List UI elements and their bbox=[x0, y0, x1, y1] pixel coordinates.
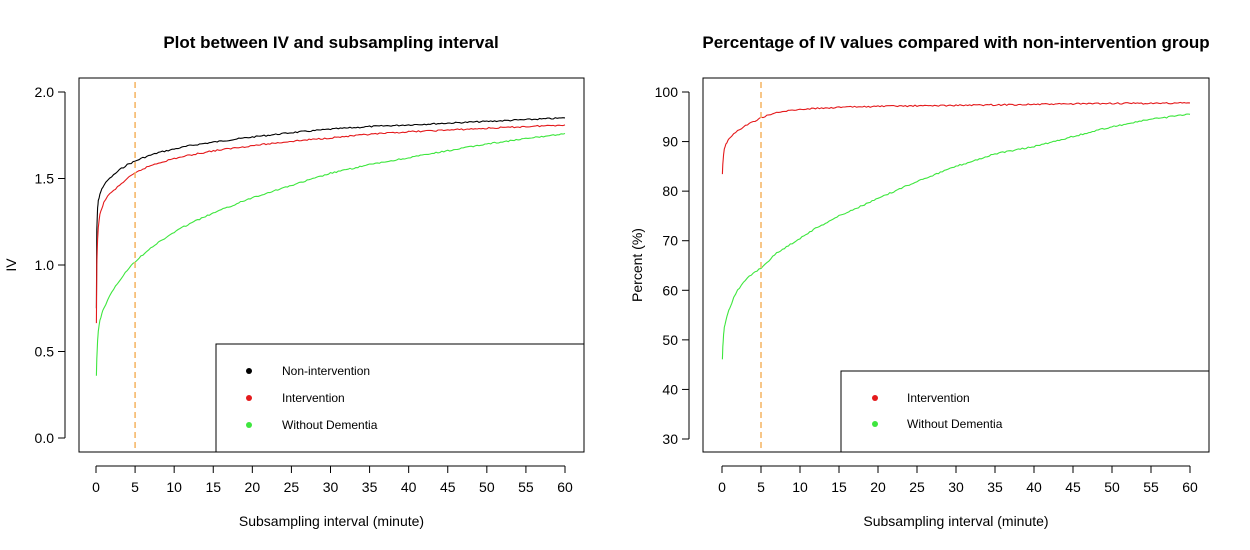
iv-chart: Plot between IV and subsampling interval… bbox=[3, 33, 585, 529]
y-tick-label: 50 bbox=[662, 332, 678, 348]
x-tick-label: 20 bbox=[245, 479, 261, 495]
percentage-chart: Percentage of IV values compared with no… bbox=[629, 33, 1210, 529]
legend-marker-without-dementia bbox=[246, 422, 252, 428]
x-tick-label: 35 bbox=[362, 479, 378, 495]
x-tick-label: 55 bbox=[1143, 479, 1159, 495]
x-tick-label: 55 bbox=[518, 479, 534, 495]
x-tick-label: 25 bbox=[284, 479, 300, 495]
legend-marker-non-intervention bbox=[246, 368, 252, 374]
legend-box bbox=[215, 343, 585, 453]
series-line-non-intervention bbox=[95, 117, 566, 309]
x-tick-label: 30 bbox=[323, 479, 339, 495]
x-tick-label: 0 bbox=[92, 479, 100, 495]
y-tick-label: 100 bbox=[655, 84, 679, 100]
x-tick-label: 0 bbox=[718, 479, 726, 495]
legend-label-without-dementia: Without Dementia bbox=[282, 418, 378, 432]
series-line-intervention bbox=[95, 124, 566, 324]
x-tick-label: 20 bbox=[870, 479, 886, 495]
x-tick-label: 45 bbox=[1065, 479, 1081, 495]
legend-marker-without-dementia bbox=[872, 421, 878, 427]
x-tick-label: 35 bbox=[987, 479, 1003, 495]
x-tick-label: 45 bbox=[440, 479, 456, 495]
x-tick-label: 25 bbox=[909, 479, 925, 495]
x-tick-label: 40 bbox=[1026, 479, 1042, 495]
y-axis-label: Percent (%) bbox=[629, 228, 645, 302]
x-tick-label: 60 bbox=[1182, 479, 1198, 495]
y-tick-label: 1.5 bbox=[35, 171, 55, 187]
legend-label-non-intervention: Non-intervention bbox=[282, 364, 370, 378]
y-tick-label: 30 bbox=[662, 431, 678, 447]
x-tick-label: 30 bbox=[948, 479, 964, 495]
x-tick-label: 5 bbox=[131, 479, 139, 495]
x-tick-label: 15 bbox=[205, 479, 221, 495]
x-tick-label: 60 bbox=[557, 479, 573, 495]
x-tick-label: 50 bbox=[479, 479, 495, 495]
series-line-without-dementia bbox=[721, 113, 1191, 360]
x-tick-label: 15 bbox=[831, 479, 847, 495]
y-tick-label: 0.0 bbox=[35, 430, 55, 446]
x-axis-label: Subsampling interval (minute) bbox=[863, 513, 1048, 529]
y-axis-label: IV bbox=[3, 258, 19, 272]
series-line-without-dementia bbox=[95, 132, 566, 376]
x-tick-label: 40 bbox=[401, 479, 417, 495]
x-tick-label: 5 bbox=[757, 479, 765, 495]
y-tick-label: 0.5 bbox=[35, 344, 55, 360]
y-tick-label: 80 bbox=[662, 183, 678, 199]
chart-title: Plot between IV and subsampling interval bbox=[163, 33, 498, 52]
legend-label-without-dementia: Without Dementia bbox=[907, 417, 1003, 431]
y-tick-label: 2.0 bbox=[35, 84, 55, 100]
legend-label-intervention: Intervention bbox=[282, 391, 345, 405]
x-axis-label: Subsampling interval (minute) bbox=[239, 513, 424, 529]
legend-box bbox=[840, 370, 1210, 453]
y-tick-label: 1.0 bbox=[35, 257, 55, 273]
x-tick-label: 10 bbox=[166, 479, 182, 495]
series-line-intervention bbox=[721, 101, 1191, 175]
y-tick-label: 60 bbox=[662, 282, 678, 298]
y-tick-label: 40 bbox=[662, 381, 678, 397]
legend-marker-intervention bbox=[872, 395, 878, 401]
y-tick-label: 90 bbox=[662, 134, 678, 150]
legend-marker-intervention bbox=[246, 395, 252, 401]
y-tick-label: 70 bbox=[662, 233, 678, 249]
chart-title: Percentage of IV values compared with no… bbox=[702, 33, 1209, 52]
legend-label-intervention: Intervention bbox=[907, 391, 970, 405]
x-tick-label: 50 bbox=[1104, 479, 1120, 495]
x-tick-label: 10 bbox=[792, 479, 808, 495]
